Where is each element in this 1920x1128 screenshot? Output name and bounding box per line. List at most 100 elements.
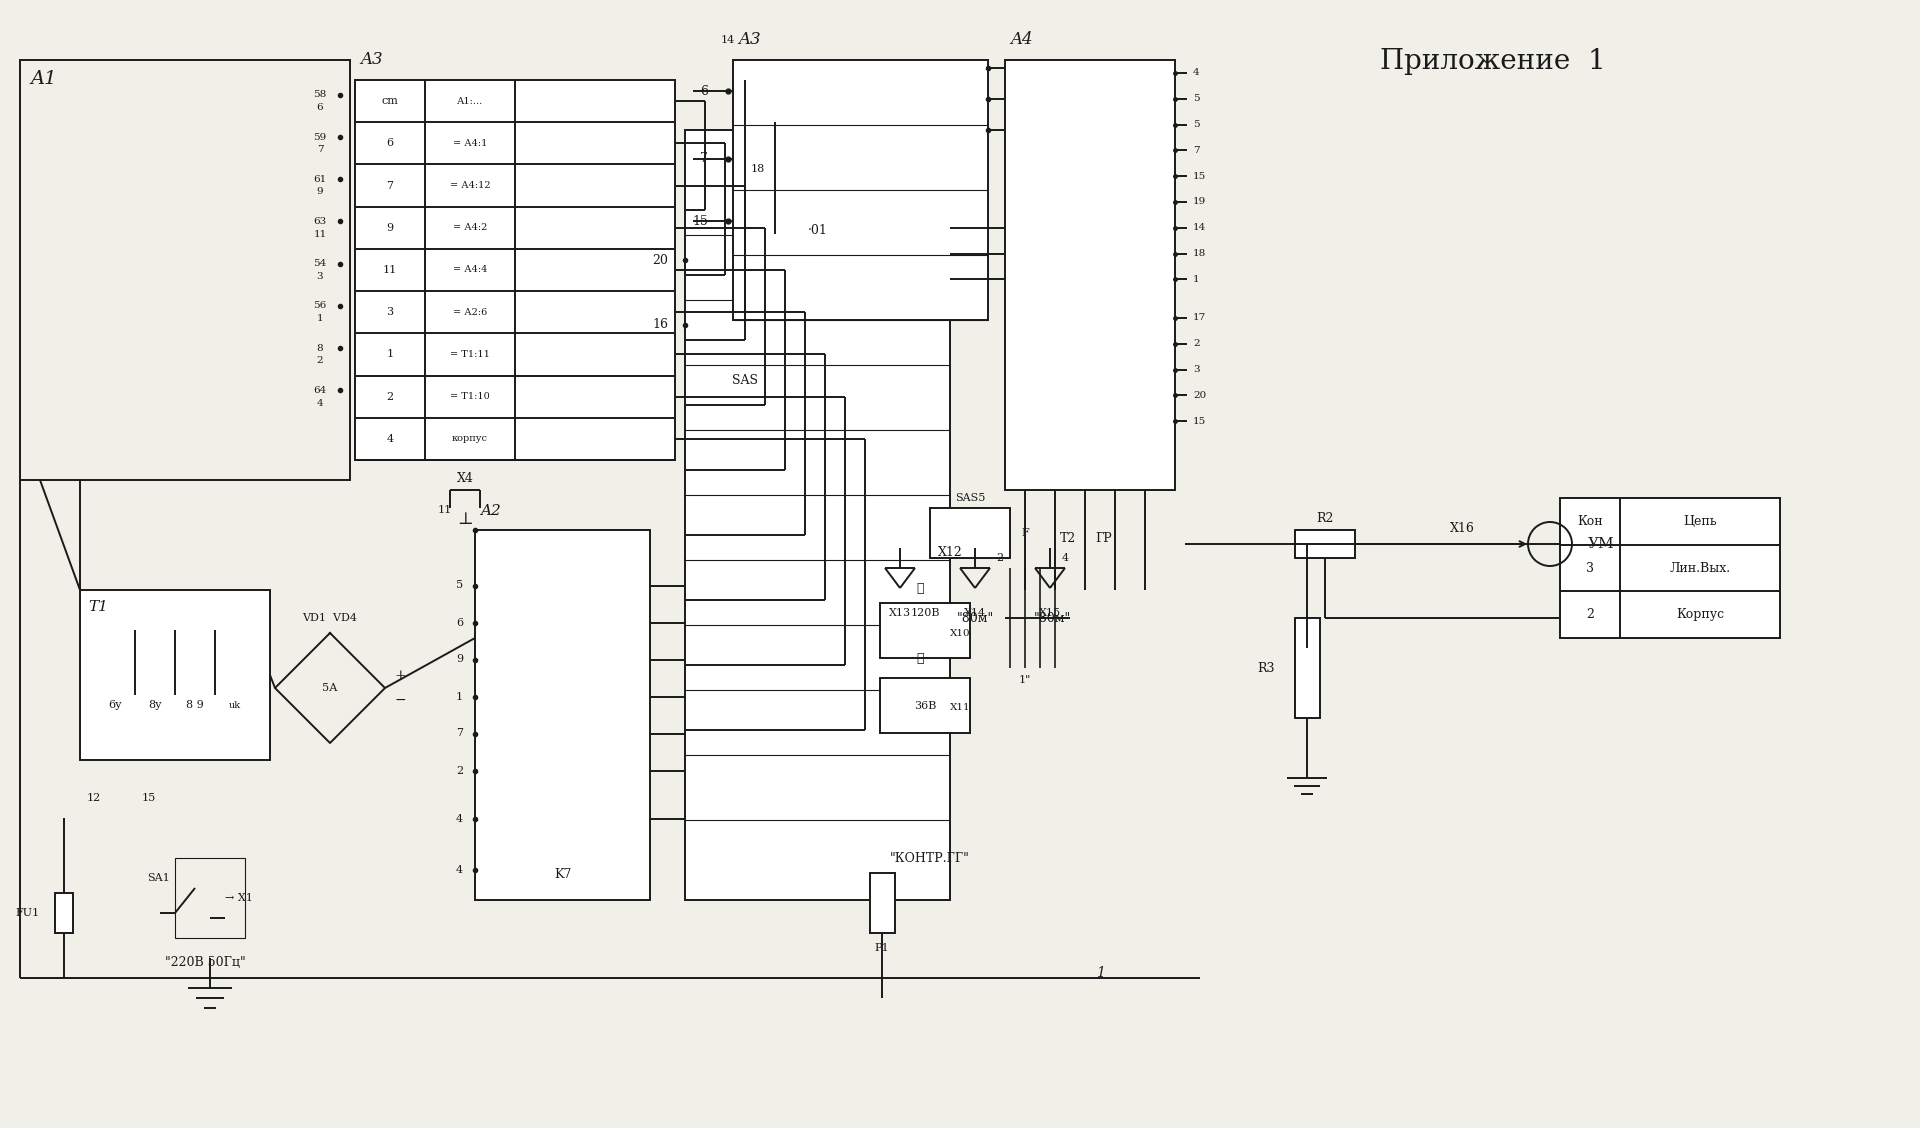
Text: 5: 5 (1192, 95, 1200, 103)
Text: 1: 1 (317, 314, 323, 323)
Text: = А4:1: = А4:1 (453, 139, 488, 148)
Text: ⊥: ⊥ (457, 511, 472, 529)
Text: A3: A3 (737, 30, 760, 49)
Text: сm: сm (382, 96, 399, 106)
Text: "80м": "80м" (956, 611, 995, 625)
Text: X10: X10 (950, 628, 970, 637)
Text: 64: 64 (313, 386, 326, 395)
Text: Корпус: Корпус (1676, 608, 1724, 622)
Bar (929, 508, 1010, 558)
Bar (685, 130, 950, 900)
Text: 14: 14 (720, 35, 735, 45)
Text: 1: 1 (386, 350, 394, 360)
Text: 6: 6 (701, 85, 708, 98)
Text: 1: 1 (455, 691, 463, 702)
Text: 20: 20 (653, 254, 668, 266)
Text: 7: 7 (701, 152, 708, 166)
Text: 2: 2 (1192, 340, 1200, 349)
Text: 2: 2 (317, 356, 323, 365)
Text: uk: uk (228, 700, 242, 710)
Text: ГР: ГР (1094, 531, 1112, 545)
Text: Приложение  1: Приложение 1 (1380, 49, 1605, 74)
Text: T2: T2 (1060, 531, 1077, 545)
Text: P1: P1 (876, 943, 889, 953)
Bar (1559, 497, 1780, 638)
Bar (474, 530, 651, 900)
Text: 54: 54 (313, 259, 326, 268)
Bar (56, 893, 73, 933)
Bar (1294, 530, 1356, 558)
Text: 14: 14 (1192, 223, 1206, 232)
Text: 4: 4 (386, 434, 394, 444)
Text: 63: 63 (313, 217, 326, 226)
Text: ≻: ≻ (916, 652, 924, 664)
Text: T1: T1 (88, 600, 108, 614)
Text: УМ: УМ (1588, 537, 1615, 550)
Text: = А4:12: = А4:12 (449, 182, 490, 190)
Text: A2: A2 (480, 504, 501, 518)
Text: "80м": "80м" (1033, 611, 1071, 625)
Text: 11: 11 (438, 505, 451, 515)
Bar (733, 60, 989, 320)
Text: SAS: SAS (732, 373, 758, 387)
Text: 15: 15 (691, 214, 708, 228)
Bar (879, 603, 970, 658)
Text: 6: 6 (386, 139, 394, 149)
Text: 56: 56 (313, 301, 326, 310)
Text: 3: 3 (317, 272, 323, 281)
Text: 17: 17 (1192, 314, 1206, 323)
Text: 2: 2 (455, 766, 463, 776)
Text: 1: 1 (1192, 275, 1200, 284)
Text: 5: 5 (1192, 120, 1200, 129)
Text: "220В 50Гц": "220В 50Гц" (165, 957, 246, 969)
Text: 61: 61 (313, 175, 326, 184)
Text: = Т1:11: = Т1:11 (449, 350, 490, 359)
Text: 20: 20 (1192, 391, 1206, 400)
Text: 7: 7 (317, 146, 323, 155)
Text: +: + (394, 669, 405, 682)
Text: Цепь: Цепь (1684, 514, 1716, 528)
Text: 6: 6 (317, 103, 323, 112)
Text: X14: X14 (964, 608, 987, 618)
Text: 18: 18 (1192, 249, 1206, 258)
Text: 7: 7 (1192, 146, 1200, 155)
Text: 12: 12 (86, 793, 102, 803)
Text: 1: 1 (1096, 966, 1104, 980)
Text: FU1: FU1 (15, 908, 40, 918)
Text: → X1: → X1 (225, 893, 253, 904)
Bar (1004, 60, 1175, 490)
Text: A3: A3 (361, 51, 382, 68)
Text: K7: K7 (553, 869, 570, 881)
Text: Лин.Вых.: Лин.Вых. (1668, 562, 1730, 574)
Text: 4: 4 (1192, 69, 1200, 78)
Text: 120В: 120В (910, 608, 939, 618)
Text: −: − (394, 693, 405, 707)
Text: 8 9: 8 9 (186, 700, 204, 710)
Text: корпус: корпус (451, 434, 488, 443)
Text: ≻: ≻ (916, 582, 924, 594)
Text: 18: 18 (751, 164, 764, 174)
Text: A4: A4 (1010, 30, 1033, 49)
Text: 7: 7 (457, 729, 463, 739)
Text: 4: 4 (455, 813, 463, 823)
Text: 2: 2 (996, 553, 1004, 563)
Text: 16: 16 (653, 318, 668, 332)
Text: 9: 9 (386, 222, 394, 232)
Text: X16: X16 (1450, 522, 1475, 536)
Text: X13: X13 (889, 608, 912, 618)
Text: 3: 3 (386, 307, 394, 317)
Text: X11: X11 (950, 704, 970, 713)
Text: 6у: 6у (108, 700, 121, 710)
Text: 7: 7 (386, 180, 394, 191)
Text: 4: 4 (1062, 553, 1069, 563)
Text: 8: 8 (317, 344, 323, 353)
Bar (879, 678, 970, 733)
Text: 9: 9 (317, 187, 323, 196)
Text: X4: X4 (457, 472, 474, 485)
Text: 59: 59 (313, 132, 326, 141)
Text: 11: 11 (313, 230, 326, 239)
Text: 1": 1" (1020, 675, 1031, 685)
Bar (1294, 618, 1321, 719)
Text: Кон: Кон (1576, 514, 1603, 528)
Bar (355, 80, 676, 460)
